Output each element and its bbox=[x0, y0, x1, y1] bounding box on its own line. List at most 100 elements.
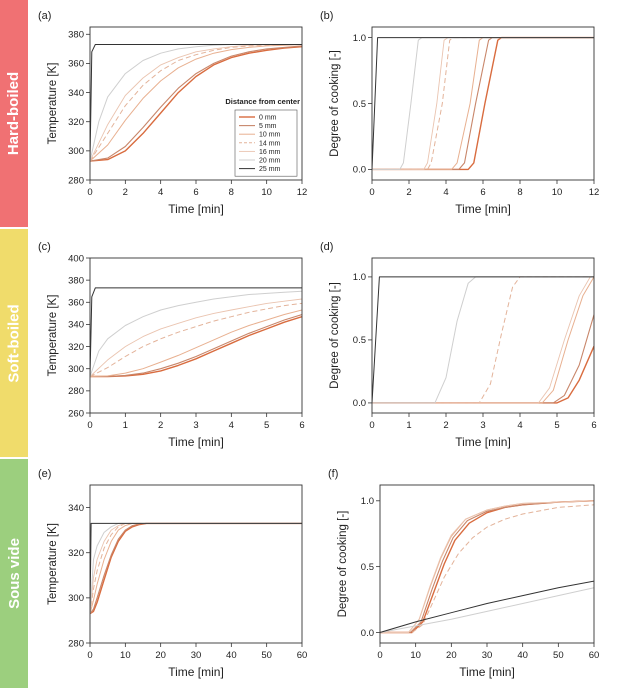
y-tick-label: 400 bbox=[68, 253, 84, 264]
y-tick-label: 340 bbox=[68, 88, 84, 99]
panel-label: (e) bbox=[38, 468, 51, 480]
y-axis-label: Degree of cooking [-] bbox=[329, 50, 341, 157]
x-tick-label: 6 bbox=[193, 187, 198, 198]
y-tick-label: 360 bbox=[68, 298, 84, 309]
panel-label: (f) bbox=[328, 468, 338, 480]
series-line-5-mm bbox=[380, 500, 594, 634]
chart-panel: 0 1 2 3 4 5 6 0.0 0.5 1.0 Time [min] Degree of cook… bbox=[320, 241, 597, 449]
series-line-14-mm bbox=[90, 44, 302, 162]
x-tick-label: 20 bbox=[155, 650, 166, 661]
y-tick-label: 320 bbox=[68, 342, 84, 353]
series-line-5-mm bbox=[372, 314, 594, 404]
series-group bbox=[372, 36, 594, 171]
x-tick-label: 40 bbox=[517, 650, 528, 661]
x-tick-label: 10 bbox=[261, 187, 272, 198]
legend-entry: 0 mm bbox=[259, 115, 277, 122]
series-group bbox=[90, 44, 302, 162]
series-line-0-mm bbox=[380, 500, 594, 634]
series-line-20-mm bbox=[90, 290, 302, 377]
x-tick-label: 2 bbox=[443, 420, 448, 431]
series-line-25-mm bbox=[372, 276, 594, 403]
series-line-20-mm bbox=[380, 587, 594, 633]
series-line-25-mm bbox=[90, 287, 302, 377]
x-tick-label: 12 bbox=[589, 187, 600, 198]
plot-frame bbox=[371, 257, 595, 414]
y-tick-label: 280 bbox=[68, 386, 84, 397]
x-tick-label: 10 bbox=[120, 650, 131, 661]
x-tick-label: 60 bbox=[589, 650, 600, 661]
x-tick-label: 3 bbox=[193, 420, 198, 431]
series-line-14-mm bbox=[372, 276, 594, 404]
x-tick-label: 4 bbox=[517, 420, 522, 431]
x-tick-label: 12 bbox=[297, 187, 308, 198]
y-tick-label: 0.5 bbox=[361, 562, 374, 573]
series-line-16-mm bbox=[380, 500, 594, 633]
y-tick-label: 380 bbox=[68, 275, 84, 286]
legend-entry: 25 mm bbox=[259, 166, 281, 173]
series-line-20-mm bbox=[372, 37, 594, 170]
series-line-10-mm bbox=[90, 522, 302, 614]
chart-panel: 0 1 2 3 4 5 6 260 280 300 320 340 360 380 400 Time [min… bbox=[38, 241, 305, 449]
y-tick-label: 300 bbox=[68, 593, 84, 604]
series-line-5-mm bbox=[90, 45, 302, 162]
x-tick-label: 8 bbox=[517, 187, 522, 198]
x-tick-label: 0 bbox=[369, 187, 374, 198]
series-line-10-mm bbox=[380, 500, 594, 633]
x-tick-label: 10 bbox=[552, 187, 563, 198]
band-soft-boiled: Soft-boiled bbox=[0, 229, 28, 457]
y-tick-label: 300 bbox=[68, 364, 84, 375]
plot-frame bbox=[379, 484, 595, 644]
series-line-25-mm bbox=[372, 37, 594, 170]
y-tick-label: 320 bbox=[68, 548, 84, 559]
panel-label: (c) bbox=[38, 241, 51, 253]
x-tick-label: 0 bbox=[87, 420, 92, 431]
x-tick-label: 0 bbox=[87, 650, 92, 661]
series-line-16-mm bbox=[90, 298, 302, 377]
series-group bbox=[90, 287, 302, 378]
x-axis-label: Time [min] bbox=[459, 665, 515, 679]
x-tick-label: 0 bbox=[87, 187, 92, 198]
x-axis-label: Time [min] bbox=[168, 435, 224, 449]
plot-frame bbox=[89, 484, 303, 644]
x-tick-label: 5 bbox=[264, 420, 269, 431]
chart-panel: 0 2 4 6 8 10 12 0.0 0.5 1.0 Time [min] Degree of co… bbox=[320, 10, 599, 216]
y-tick-label: 300 bbox=[68, 146, 84, 157]
plot-frame bbox=[89, 257, 303, 414]
y-tick-label: 260 bbox=[68, 408, 84, 419]
x-tick-label: 50 bbox=[553, 650, 564, 661]
x-tick-label: 0 bbox=[369, 420, 374, 431]
series-line-10-mm bbox=[90, 309, 302, 377]
legend-entry: 14 mm bbox=[259, 140, 281, 147]
series-line-25-mm bbox=[90, 44, 302, 162]
x-axis-label: Time [min] bbox=[168, 202, 224, 216]
series-line-14-mm bbox=[90, 302, 302, 377]
band-sous-vide: Sous vide bbox=[0, 459, 28, 688]
x-tick-label: 1 bbox=[406, 420, 411, 431]
y-tick-label: 280 bbox=[68, 638, 84, 649]
x-tick-label: 6 bbox=[480, 187, 485, 198]
y-tick-label: 1.0 bbox=[361, 496, 374, 507]
y-tick-label: 340 bbox=[68, 320, 84, 331]
y-tick-label: 0.0 bbox=[353, 165, 366, 176]
series-line-14-mm bbox=[372, 37, 594, 170]
x-tick-label: 2 bbox=[406, 187, 411, 198]
panel-label: (b) bbox=[320, 10, 333, 22]
x-tick-label: 1 bbox=[123, 420, 128, 431]
series-line-10-mm bbox=[372, 276, 594, 404]
x-tick-label: 50 bbox=[261, 650, 272, 661]
x-tick-label: 3 bbox=[480, 420, 485, 431]
x-tick-label: 30 bbox=[191, 650, 202, 661]
y-tick-label: 320 bbox=[68, 117, 84, 128]
series-line-14-mm bbox=[380, 504, 594, 633]
y-axis-label: Temperature [K] bbox=[47, 295, 59, 377]
series-line-20-mm bbox=[372, 276, 594, 404]
x-tick-label: 2 bbox=[123, 187, 128, 198]
x-tick-label: 6 bbox=[299, 420, 304, 431]
x-tick-label: 40 bbox=[226, 650, 237, 661]
y-axis-label: Temperature [K] bbox=[47, 523, 59, 605]
y-tick-label: 280 bbox=[68, 175, 84, 186]
legend-title: Distance from center bbox=[225, 97, 300, 106]
x-axis-label: Time [min] bbox=[168, 665, 224, 679]
